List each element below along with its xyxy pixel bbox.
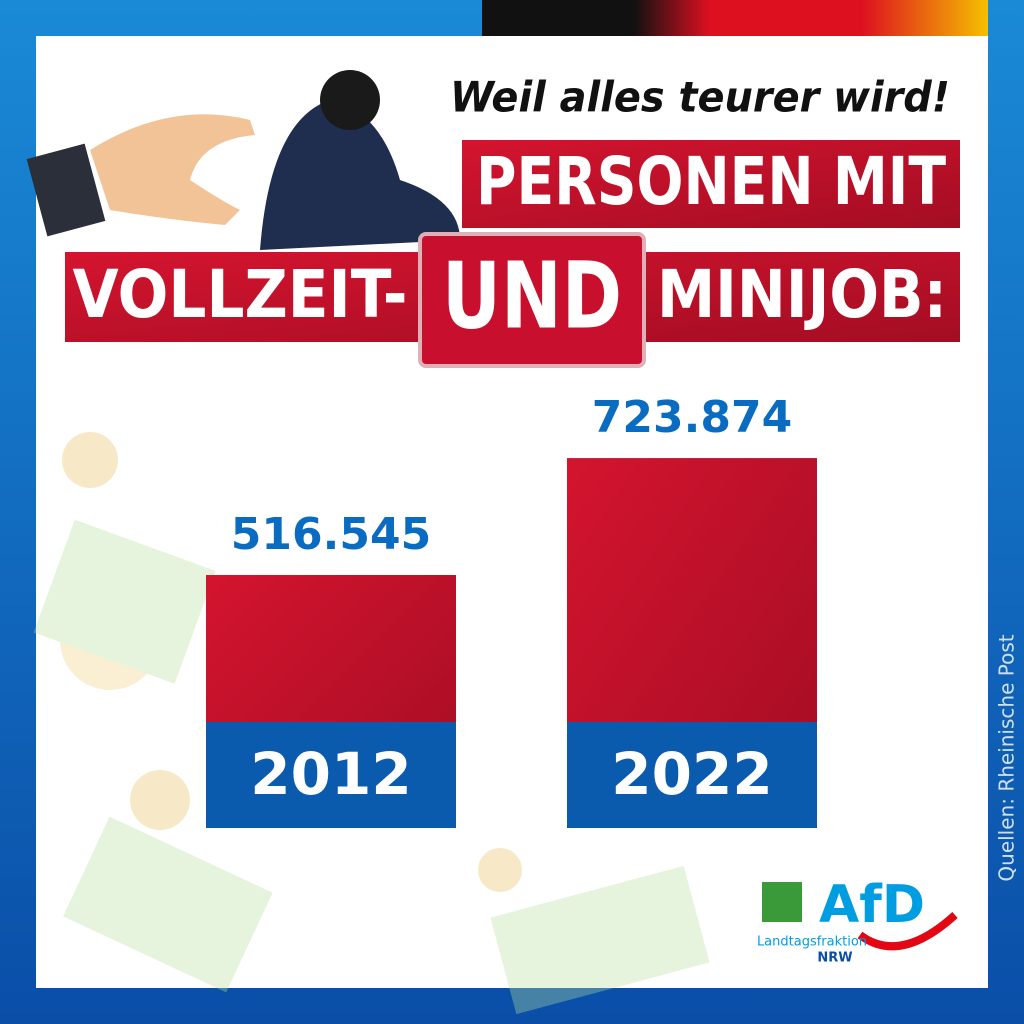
x-tick-label: 2022 (611, 740, 772, 808)
banner-highlight (418, 232, 646, 368)
flag-strip (482, 0, 988, 36)
title-line: PERSONEN MIT (476, 143, 946, 220)
bar-base (567, 722, 817, 828)
logo-emblem (762, 882, 802, 922)
title-line: MINIJOB: (657, 256, 947, 333)
x-tick-label: 2012 (250, 740, 411, 808)
illustration (26, 70, 460, 250)
value-label: 723.874 (592, 392, 792, 443)
kicker: Weil alles teurer wird! (450, 73, 950, 122)
decoration (33, 432, 710, 1015)
logo-line: NRW (817, 951, 852, 966)
bar-base (206, 722, 456, 828)
logo-line: Landtagsfraktion (757, 935, 867, 950)
logo-name: AfD (819, 875, 925, 935)
logo: AfD Landtagsfraktion NRW (757, 875, 958, 966)
title-line: UND (442, 242, 622, 349)
logo-arrow (857, 912, 958, 951)
title-line: VOLLZEIT- (73, 256, 408, 333)
value-label: 516.545 (231, 509, 431, 560)
banner (462, 140, 960, 228)
source: Quellen: Rheinische Post (995, 634, 1019, 881)
